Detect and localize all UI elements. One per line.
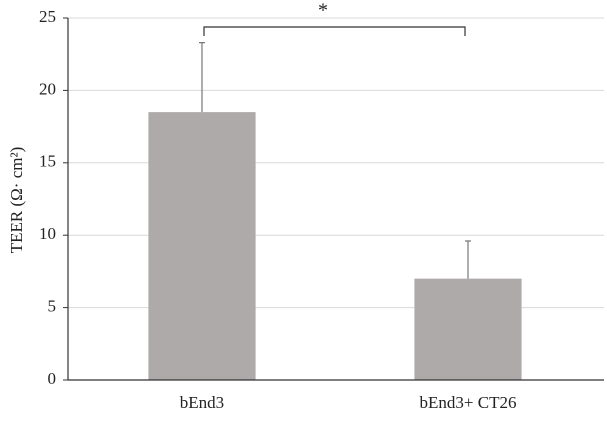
x-tick-label: bEnd3+ CT26 <box>420 393 517 412</box>
error-bar <box>199 42 205 113</box>
significance-star: * <box>318 0 328 22</box>
y-tick-label: 0 <box>48 369 57 388</box>
bar <box>148 112 256 381</box>
y-tick-label: 25 <box>39 7 56 26</box>
y-tick-label: 20 <box>39 79 56 98</box>
y-axis-label: TEER (Ω· cm²) <box>7 147 26 253</box>
y-tick-label: 15 <box>39 152 56 171</box>
bar <box>414 278 522 380</box>
y-tick-label: 10 <box>39 224 56 243</box>
significance-bracket <box>203 26 466 36</box>
y-tick-label: 5 <box>48 297 57 316</box>
x-tick-label: bEnd3 <box>180 393 224 412</box>
error-bar <box>465 240 471 279</box>
